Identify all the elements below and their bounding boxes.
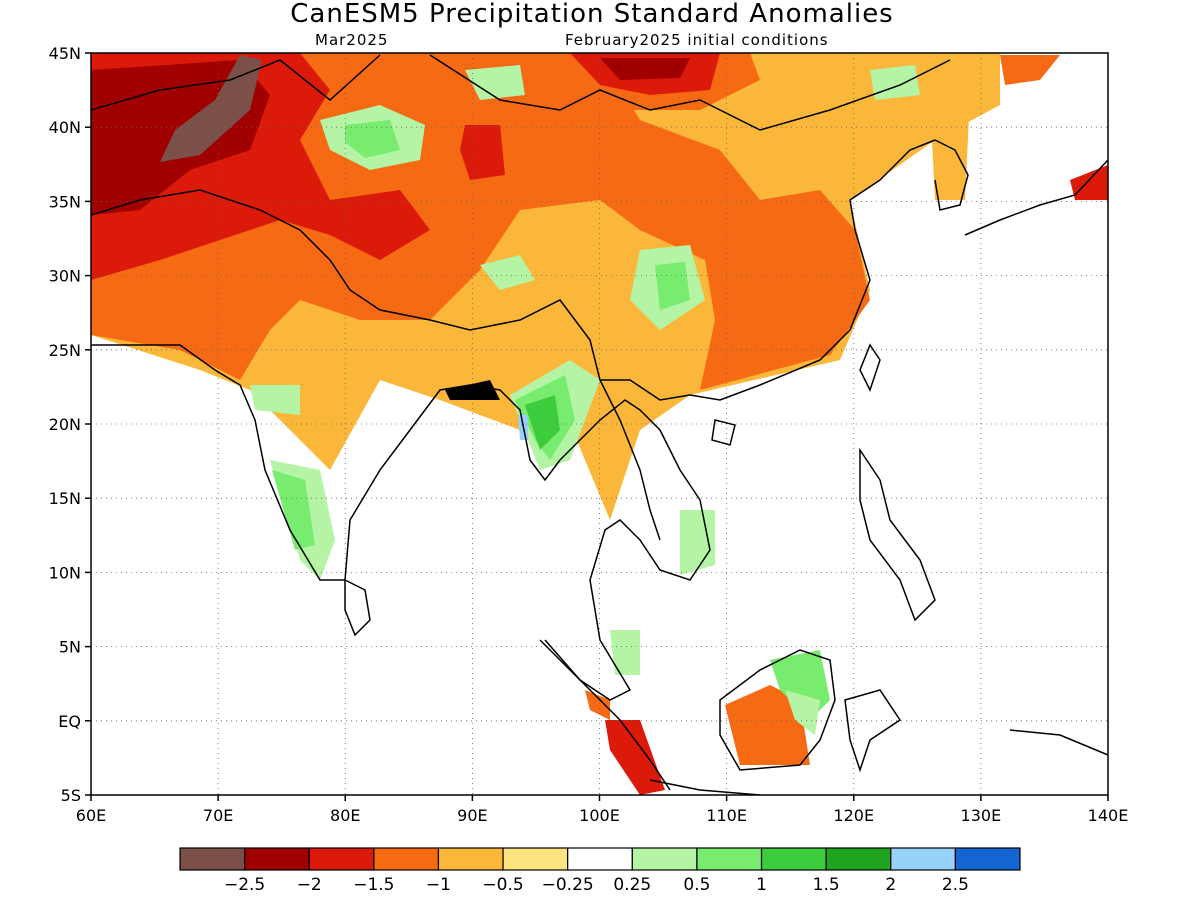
anomaly-area-japan2 (1000, 55, 1060, 85)
colorbar: −2.5 −2 −1.5 −1 −0.5 −0.25 0.25 0.5 1 1.5 2 2.5 (179, 847, 1021, 895)
colorbar-swatch (244, 847, 310, 871)
y-tick-label: 40N (49, 118, 81, 137)
anomaly-area-pos1c (272, 470, 315, 550)
anomaly-area-pos05j (610, 630, 640, 675)
y-axis: 5S EQ 5N 10N 15N 20N 25N 30N 35N 40N 45N (49, 44, 91, 805)
coastline-korea (934, 139, 969, 211)
coastline-sumatra (539, 639, 671, 791)
colorbar-swatch (179, 847, 246, 871)
y-tick-label: 30N (49, 267, 81, 286)
anomaly-area-pos05i (680, 510, 715, 575)
coastline-philippines (859, 447, 936, 622)
anomaly-area-pos15 (525, 395, 560, 450)
colorbar-label: −1.5 (353, 875, 394, 895)
anomaly-area-pos05h (250, 385, 300, 415)
colorbar-label: −2 (297, 875, 322, 895)
x-tick-label: 60E (76, 806, 106, 825)
colorbar-label: 2.5 (942, 875, 969, 895)
map-grid (91, 53, 1108, 795)
anomaly-area-neg2b (600, 58, 690, 80)
colorbar-swatch (760, 847, 827, 871)
colorbar-label: 1 (756, 875, 767, 895)
initial-conditions: February2025 initial conditions (565, 31, 829, 49)
colorbar-swatch (631, 847, 698, 871)
coastline-china (689, 139, 936, 401)
x-tick-label: 120E (833, 806, 874, 825)
anomaly-area-sumatra2 (585, 690, 610, 720)
x-tick-label: 90E (457, 806, 487, 825)
border-mongolia (429, 54, 951, 131)
border-indochina (599, 379, 661, 541)
colorbar-swatch (502, 847, 569, 871)
colorbar-swatch (308, 847, 375, 871)
coastlines (91, 54, 1108, 795)
anomaly-area-pos05b (465, 65, 525, 100)
colorbar-swatch (373, 847, 440, 871)
anomaly-area-neg25 (160, 55, 262, 162)
coastline-taiwan (859, 343, 881, 392)
forecast-month: Mar2025 (315, 31, 388, 49)
x-tick-label: 110E (706, 806, 747, 825)
x-tick-label: 80E (330, 806, 360, 825)
colorbar-swatch (437, 847, 504, 871)
colorbar-label: −0.5 (482, 875, 523, 895)
anomaly-area-pos1 (345, 120, 400, 158)
anomaly-area-borneo-neg (725, 685, 810, 765)
colorbar-swatch (890, 847, 956, 871)
colorbar-swatch (567, 847, 633, 871)
x-tick-label: 130E (961, 806, 1002, 825)
y-tick-label: 35N (49, 192, 81, 211)
colorbar-label: 1.5 (813, 875, 840, 895)
y-tick-label: 5S (61, 786, 81, 805)
colorbar-label: 2 (885, 875, 896, 895)
x-tick-label: 140E (1088, 806, 1129, 825)
y-tick-label: EQ (58, 712, 81, 731)
coastline-sulawesi (844, 689, 902, 773)
colorbar-label: −2.5 (224, 875, 265, 895)
border-north (91, 189, 691, 401)
y-tick-label: 5N (59, 638, 81, 657)
anomaly-area-sumatra (605, 720, 665, 795)
colorbar-swatch (954, 847, 1021, 871)
colorbar-label: 0.5 (683, 875, 710, 895)
y-tick-label: 10N (49, 563, 81, 582)
anomaly-area-pos05d (480, 255, 535, 290)
coastline-java (649, 779, 761, 795)
x-tick-label: 70E (203, 806, 233, 825)
coastline-newguinea (1009, 729, 1108, 756)
colorbar-swatch (696, 847, 763, 871)
y-tick-label: 45N (49, 44, 81, 63)
y-tick-label: 20N (49, 415, 81, 434)
x-axis: 60E 70E 80E 90E 100E 110E 120E 130E 140E (76, 795, 1129, 825)
y-tick-label: 25N (49, 341, 81, 360)
y-tick-label: 15N (49, 489, 81, 508)
anomaly-area-borneo-pos2 (785, 690, 820, 735)
coastline-borneo (719, 649, 836, 771)
coastline-india (91, 344, 711, 701)
colorbar-label: −0.25 (542, 875, 594, 895)
map-title: CanESM5 Precipitation Standard Anomalies (290, 0, 893, 29)
anomaly-area-neg15c (460, 125, 505, 180)
border-central-asia (91, 54, 381, 111)
coastline-srilanka (344, 578, 371, 637)
x-tick-label: 100E (579, 806, 620, 825)
coastline-hainan (711, 419, 736, 446)
colorbar-swatch (825, 847, 892, 871)
coastline-japan (964, 159, 1108, 236)
ganges-delta (445, 380, 500, 400)
colorbar-label: 0.25 (613, 875, 651, 895)
anomaly-area-pos1b (655, 262, 690, 310)
anomaly-area-pos05e (870, 65, 920, 100)
colorbar-label: −1 (426, 875, 451, 895)
